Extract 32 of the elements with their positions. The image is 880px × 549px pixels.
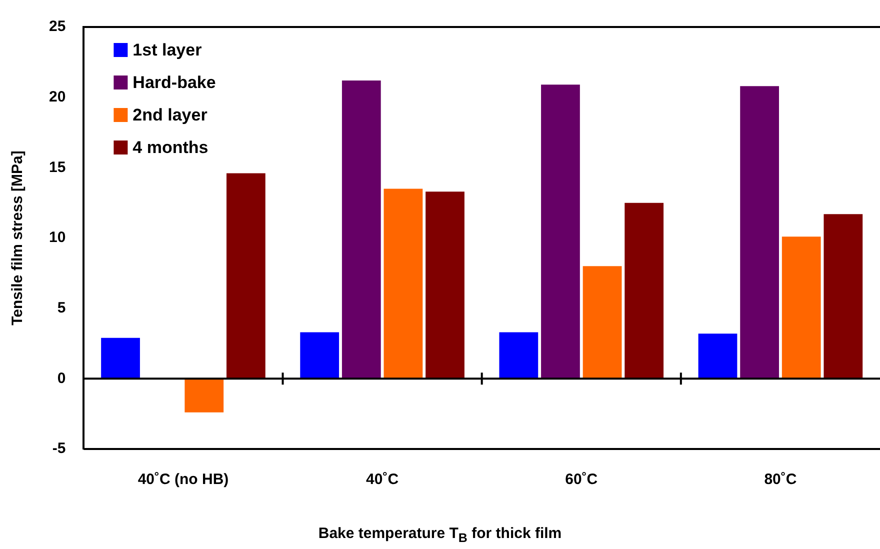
x-tick-label: 80˚C — [764, 471, 797, 488]
bar — [184, 378, 224, 412]
bar — [499, 332, 538, 379]
y-axis-title: Tensile film stress [MPa] — [9, 150, 26, 326]
bar — [101, 338, 140, 379]
bar — [824, 214, 863, 379]
bar — [300, 332, 340, 379]
bar — [782, 236, 821, 379]
bar — [740, 86, 779, 379]
legend-label: 4 months — [132, 138, 208, 158]
y-tick-label: 0 — [57, 370, 66, 387]
bar — [698, 334, 738, 379]
x-tick-label: 40˚C (no HB) — [138, 471, 229, 488]
legend-label: Hard-bake — [132, 73, 216, 92]
bar — [541, 84, 580, 379]
bar — [342, 80, 381, 379]
x-tick-label: 40˚C — [366, 471, 399, 488]
legend-label: 1st layer — [132, 40, 202, 60]
x-tick-label: 60˚C — [565, 471, 598, 488]
bar — [426, 192, 464, 379]
y-tick-label: 5 — [57, 299, 66, 316]
y-tick-label: 25 — [48, 18, 66, 36]
bar — [582, 266, 622, 379]
y-tick-label: 15 — [48, 158, 66, 176]
x-axis-title: Bake temperature T$_{B}$ for thick film — [317, 525, 563, 545]
legend-label: 2nd layer — [132, 106, 208, 125]
y-tick-label: 20 — [48, 88, 66, 106]
bar — [384, 188, 423, 379]
bar — [226, 173, 266, 379]
bar — [624, 202, 664, 379]
y-tick-label: 10 — [48, 229, 66, 246]
y-tick-label: -5 — [52, 440, 66, 458]
